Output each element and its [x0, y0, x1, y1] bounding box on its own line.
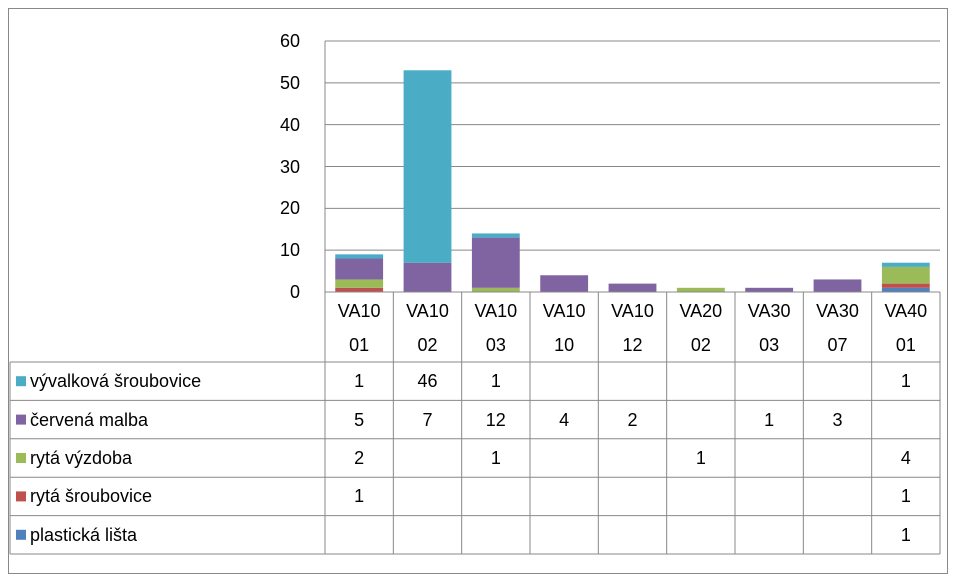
category-label: VA1002 — [406, 301, 449, 355]
bar-segment — [676, 287, 725, 292]
bar-segment — [745, 287, 794, 292]
category-label: VA1012 — [611, 301, 654, 355]
bar-segment — [335, 287, 384, 292]
table-value: 1 — [354, 371, 365, 392]
legend-key — [16, 529, 26, 540]
bar-segment — [403, 262, 452, 292]
category-label: VA1010 — [542, 301, 586, 355]
bar-segment — [471, 237, 520, 288]
bar-segment — [608, 283, 657, 292]
bar-segment — [403, 70, 452, 263]
y-tick-label: 20 — [279, 198, 300, 219]
bar-segment — [813, 279, 862, 292]
table-value: 1 — [900, 524, 911, 545]
bar-segment — [335, 254, 384, 259]
table-value: 12 — [485, 409, 506, 430]
legend-label: rytá šroubovice — [30, 486, 153, 507]
legend-key — [16, 414, 26, 425]
category-label: VA3007 — [816, 301, 859, 355]
table-value: 46 — [417, 371, 438, 392]
legend-key — [16, 376, 26, 387]
legend-label: plastická lišta — [30, 524, 138, 545]
y-tick-label: 60 — [279, 31, 300, 51]
y-tick-label: 30 — [279, 156, 300, 177]
bar-segment — [471, 233, 520, 238]
table-value: 2 — [627, 409, 638, 430]
table-value: 4 — [900, 448, 911, 468]
y-tick-label: 10 — [279, 240, 300, 261]
legend-label: vývalková šroubovice — [30, 371, 202, 392]
y-tick-label: 0 — [289, 282, 300, 302]
table-value: 2 — [354, 448, 365, 468]
category-label: VA1001 — [337, 301, 381, 355]
table-value: 1 — [900, 371, 911, 392]
table-value: 1 — [695, 448, 706, 468]
chart-border — [8, 8, 948, 574]
bar-segment — [881, 287, 930, 292]
table-value: 1 — [354, 486, 365, 507]
bar-segment — [335, 258, 384, 280]
bar-segment — [881, 283, 930, 288]
bar-segment — [540, 275, 589, 292]
category-label: VA2002 — [679, 301, 723, 355]
bar-segment — [335, 279, 384, 288]
legend-key — [16, 453, 26, 463]
bar-segment — [881, 262, 930, 267]
table-value: 1 — [900, 486, 911, 507]
category-label: VA4001 — [884, 301, 928, 355]
bar-segment — [881, 266, 930, 284]
bar-segment — [471, 287, 520, 292]
category-label: VA1003 — [474, 301, 518, 355]
legend-label: rytá výzdoba — [30, 448, 133, 468]
y-tick-label: 40 — [279, 114, 300, 135]
legend-key — [16, 491, 26, 502]
table-value: 1 — [490, 371, 501, 392]
table-value: 4 — [559, 409, 570, 430]
category-label: VA3003 — [747, 301, 791, 355]
table-value: 5 — [354, 409, 365, 430]
legend-label: červená malba — [30, 409, 149, 430]
y-tick-label: 50 — [279, 72, 300, 93]
table-value: 1 — [764, 409, 775, 430]
table-value: 1 — [490, 448, 501, 468]
table-value: 3 — [832, 409, 843, 430]
table-value: 7 — [422, 409, 433, 430]
